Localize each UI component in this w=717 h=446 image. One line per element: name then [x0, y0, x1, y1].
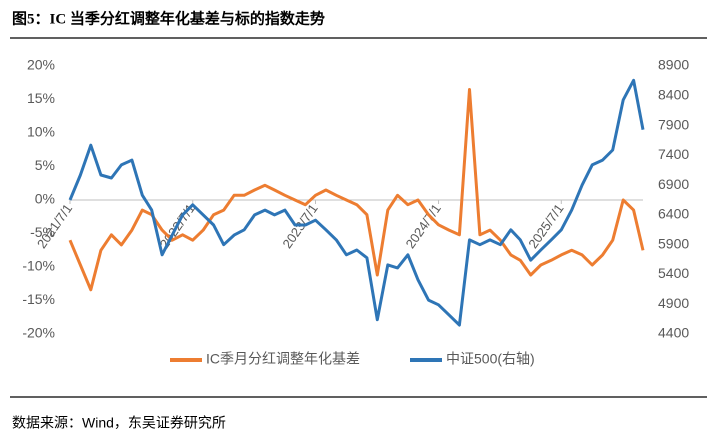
y2-tick-label: 5400: [658, 265, 689, 281]
y-tick-label: 10%: [27, 124, 55, 140]
source-note: 数据来源：Wind，东吴证券研究所: [12, 415, 226, 431]
y-tick-label: 20%: [27, 57, 55, 73]
y-tick-label: -20%: [22, 325, 55, 341]
series-line: [68, 78, 645, 327]
y-tick-label: -10%: [22, 258, 55, 274]
y2-tick-label: 6400: [658, 206, 689, 222]
series-line: [68, 88, 645, 292]
y-tick-label: -15%: [22, 291, 55, 307]
y-tick-label: -5%: [30, 224, 55, 240]
y-tick-label: 5%: [35, 157, 55, 173]
y2-tick-label: 8400: [658, 86, 689, 102]
legend-label: IC季月分红调整年化基差: [206, 351, 360, 367]
y-tick-label: 15%: [27, 90, 55, 106]
chart-title: 图5：IC 当季分红调整年化基差与标的指数走势: [12, 9, 325, 27]
y2-tick-label: 6900: [658, 176, 689, 192]
y2-tick-label: 4900: [658, 295, 689, 311]
y-tick-label: 0%: [35, 191, 55, 207]
legend-label: 中证500(右轴): [446, 351, 535, 367]
y2-tick-label: 7900: [658, 116, 689, 132]
y2-tick-label: 5900: [658, 235, 689, 251]
y2-tick-label: 4400: [658, 325, 689, 341]
y2-tick-label: 7400: [658, 146, 689, 162]
y2-tick-label: 8900: [658, 57, 689, 73]
